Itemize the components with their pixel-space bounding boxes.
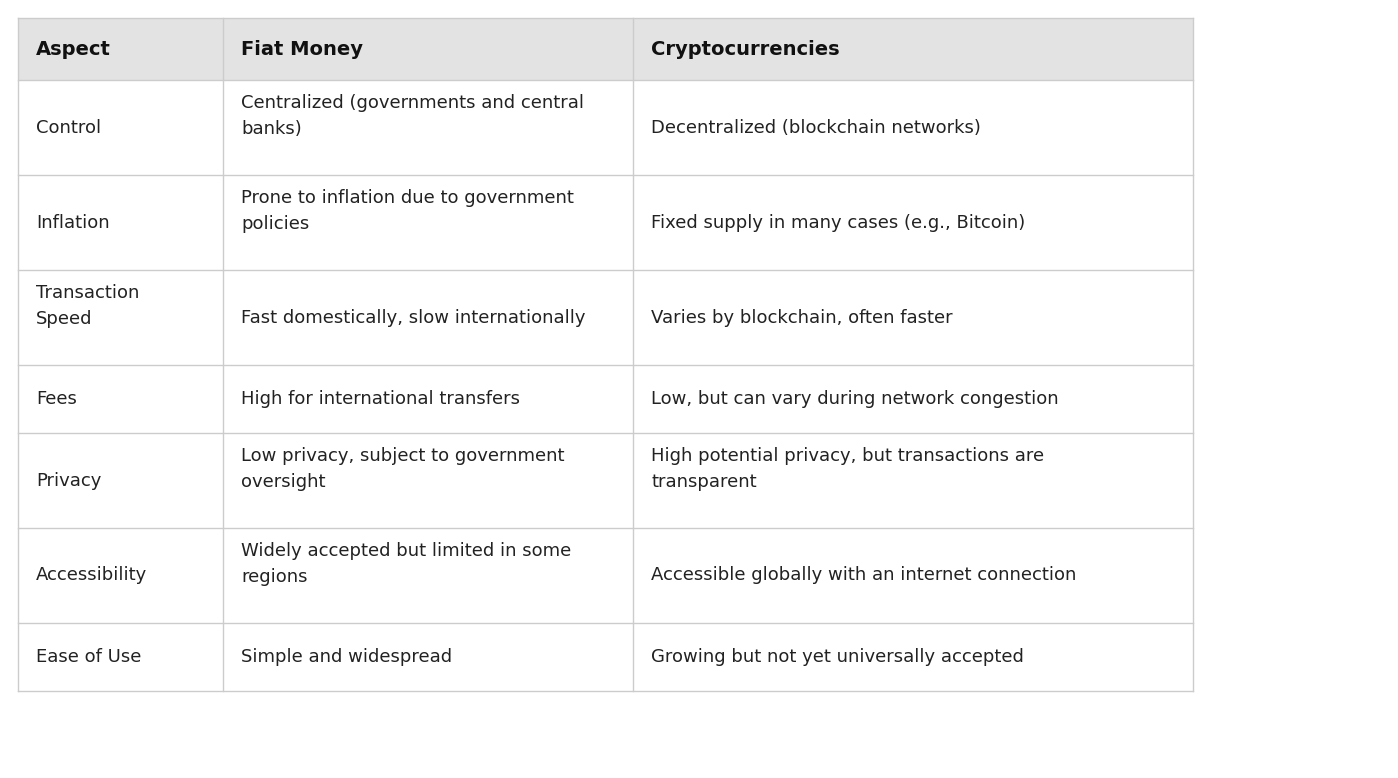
Text: Low, but can vary during network congestion: Low, but can vary during network congest… (651, 390, 1058, 408)
Text: Decentralized (blockchain networks): Decentralized (blockchain networks) (651, 118, 981, 136)
Text: Fixed supply in many cases (e.g., Bitcoin): Fixed supply in many cases (e.g., Bitcoi… (651, 213, 1025, 232)
Text: Cryptocurrencies: Cryptocurrencies (651, 40, 840, 58)
Text: Ease of Use: Ease of Use (36, 648, 141, 666)
Bar (18, 528, 1192, 623)
Text: Prone to inflation due to government
policies: Prone to inflation due to government pol… (240, 189, 573, 233)
Text: Varies by blockchain, often faster: Varies by blockchain, often faster (651, 309, 952, 327)
Text: Simple and widespread: Simple and widespread (240, 648, 452, 666)
Text: Fees: Fees (36, 390, 77, 408)
Text: Low privacy, subject to government
oversight: Low privacy, subject to government overs… (240, 447, 565, 492)
Bar (18, 80, 1192, 175)
Text: Transaction
Speed: Transaction Speed (36, 284, 140, 328)
Text: High for international transfers: High for international transfers (240, 390, 520, 408)
Text: Accessible globally with an internet connection: Accessible globally with an internet con… (651, 566, 1076, 584)
Text: High potential privacy, but transactions are
transparent: High potential privacy, but transactions… (651, 447, 1044, 492)
Text: Accessibility: Accessibility (36, 566, 147, 584)
Bar (18, 270, 1192, 365)
Text: Centralized (governments and central
banks): Centralized (governments and central ban… (240, 94, 584, 138)
Bar (18, 623, 1192, 691)
Text: Inflation: Inflation (36, 213, 109, 232)
Text: Fast domestically, slow internationally: Fast domestically, slow internationally (240, 309, 586, 327)
Bar (18, 433, 1192, 528)
Bar (18, 18, 1192, 80)
Text: Fiat Money: Fiat Money (240, 40, 363, 58)
Bar (18, 175, 1192, 270)
Text: Widely accepted but limited in some
regions: Widely accepted but limited in some regi… (240, 542, 572, 587)
Text: Aspect: Aspect (36, 40, 110, 58)
Text: Control: Control (36, 118, 101, 136)
Text: Privacy: Privacy (36, 471, 102, 489)
Text: Growing but not yet universally accepted: Growing but not yet universally accepted (651, 648, 1023, 666)
Bar (18, 365, 1192, 433)
